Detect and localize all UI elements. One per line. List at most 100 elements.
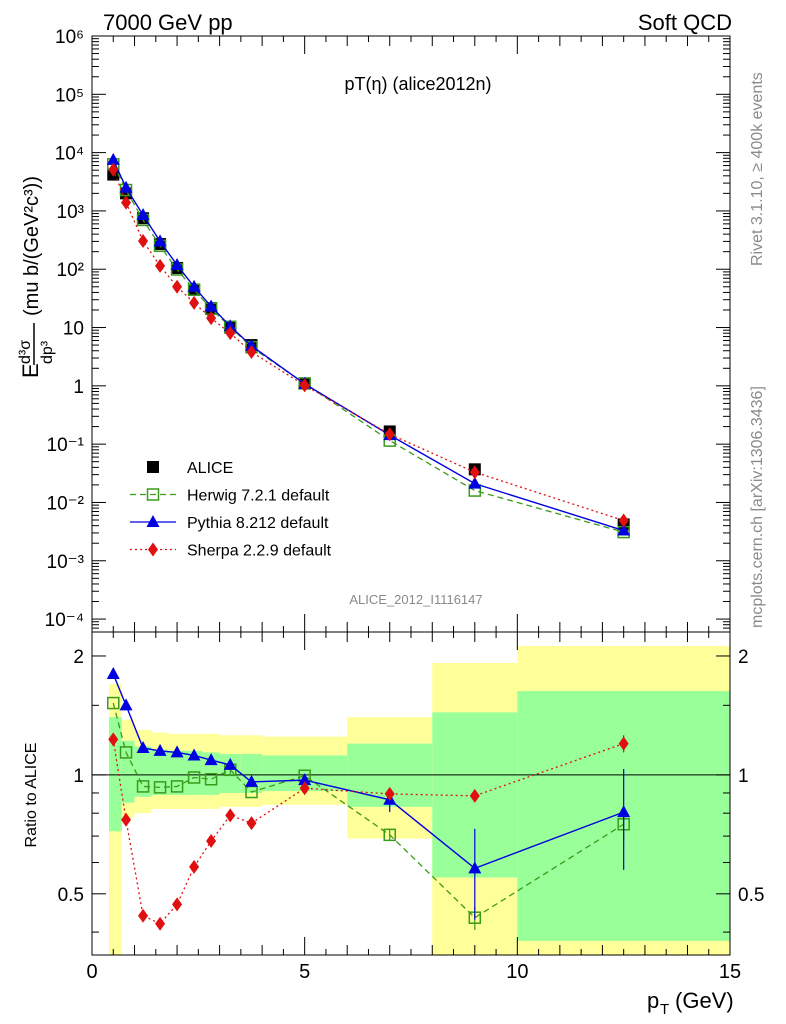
- legend-marker-herwig: [146, 488, 160, 501]
- main-point-sherpa: [384, 427, 395, 442]
- ratio-point-sherpa: [299, 781, 310, 796]
- ratio-y-tick-label: 2: [73, 647, 84, 668]
- main-axes: 10⁻⁴ 10⁻³ 10⁻² 10⁻¹ 1 10 10² 10³ 10⁴ 10⁵ 10⁶: [45, 27, 731, 632]
- y-label-units: (mu b/(GeV²c³)): [21, 176, 43, 316]
- ratio-point-herwig: [153, 781, 167, 794]
- main-point-pythia: [106, 152, 120, 165]
- x-label-sub: T: [660, 1001, 669, 1018]
- ratio-point-sherpa: [121, 812, 132, 827]
- main-y-tick-label: 10⁻³: [47, 552, 85, 573]
- ratio-point-sherpa: [225, 808, 236, 823]
- ratio-point-pythia: [187, 748, 201, 761]
- legend: ALICE Herwig 7.2.1 default Pythia 8.212 de…: [130, 460, 332, 560]
- main-point-pythia: [204, 299, 218, 312]
- ratio-point-sherpa: [155, 916, 166, 931]
- main-point-pythia: [170, 258, 184, 271]
- ratio-y-label: Ratio to ALICE: [23, 743, 40, 848]
- ratio-point-pythia: [223, 757, 237, 770]
- main-series-sherpa: [108, 162, 629, 528]
- x-tick-label: 15: [719, 961, 741, 983]
- header-left: 7000 GeV pp: [103, 10, 233, 35]
- ratio-point-pythia: [245, 774, 258, 787]
- main-y-tick-label: 10²: [57, 260, 84, 281]
- ratio-point-herwig: [136, 780, 150, 793]
- x-axis-label: p T (GeV): [647, 988, 734, 1018]
- ratio-point-sherpa: [618, 736, 629, 751]
- ratio-y-tick-label: 0.5: [58, 885, 84, 906]
- ratio-point-herwig: [204, 772, 218, 786]
- legend-label-herwig: Herwig 7.2.1 default: [187, 488, 330, 505]
- main-y-tick-label: 10⁻⁴: [45, 610, 84, 631]
- ratio-point-sherpa: [384, 786, 395, 801]
- analysis-watermark: ALICE_2012_I1116147: [349, 592, 482, 607]
- main-y-label: E d³σ dp³ (mu b/(GeV²c³)): [17, 176, 56, 378]
- legend-marker-data: [147, 461, 159, 473]
- ratio-band-green: [168, 750, 186, 795]
- x-label-main: p: [647, 988, 659, 1013]
- legend-marker-sherpa: [148, 542, 158, 557]
- main-y-tick-label: 10⁻²: [47, 493, 85, 514]
- x-tick-label: 0: [86, 961, 97, 983]
- main-point-pythia: [153, 234, 167, 247]
- ratio-point-sherpa: [206, 834, 217, 849]
- legend-label-sherpa: Sherpa 2.2.9 default: [187, 543, 332, 560]
- main-series-layer: [106, 152, 631, 539]
- ratio-band-green: [109, 717, 122, 832]
- main-series-pythia: [106, 152, 631, 536]
- main-y-tick-label: 1: [73, 377, 84, 398]
- header-right: Soft QCD: [638, 10, 732, 35]
- ratio-point-pythia: [468, 861, 482, 874]
- y-label-frac-bottom: dp³: [39, 340, 56, 364]
- main-title: pT(η) (alice2012n): [344, 74, 491, 94]
- legend-label-pythia: Pythia 8.212 default: [187, 515, 329, 532]
- main-point-pythia: [136, 208, 150, 221]
- ratio-point-pythia: [298, 773, 312, 786]
- ratio-series-layer: [106, 667, 631, 931]
- ratio-y-tick-label-right: 1: [738, 766, 749, 787]
- main-point-pythia: [617, 523, 631, 536]
- main-point-sherpa: [108, 162, 119, 177]
- ratio-point-sherpa: [189, 859, 200, 874]
- ratio-point-sherpa: [138, 908, 149, 923]
- ratio-point-pythia: [170, 745, 184, 758]
- ratio-y-tick-label: 1: [73, 766, 84, 787]
- main-point-sherpa: [299, 378, 310, 393]
- ratio-point-pythia: [119, 698, 133, 711]
- ratio-y-tick-label-right: 2: [738, 647, 749, 668]
- main-point-sherpa: [172, 279, 183, 294]
- ratio-point-pythia: [153, 743, 167, 756]
- ratio-band-green: [240, 753, 263, 793]
- ratio-band-green: [121, 740, 135, 803]
- main-point-sherpa: [206, 311, 217, 326]
- legend-marker-pythia: [146, 515, 160, 527]
- ratio-point-herwig: [119, 746, 133, 759]
- ratio-point-pythia: [204, 753, 218, 766]
- x-tick-label: 10: [506, 961, 528, 983]
- main-point-sherpa: [189, 295, 200, 310]
- rivet-label: Rivet 3.1.10, ≥ 400k events: [749, 72, 766, 266]
- ratio-band-green: [185, 750, 203, 795]
- ratio-series-sherpa: [108, 732, 629, 931]
- ratio-band-green: [134, 746, 152, 797]
- ratio-point-herwig: [107, 696, 120, 710]
- main-series-herwig: [107, 158, 630, 539]
- main-point-sherpa: [155, 258, 166, 273]
- main-series-data: [107, 168, 630, 531]
- ratio-y-tick-label-right: 0.5: [738, 885, 764, 906]
- ratio-point-herwig: [187, 771, 201, 784]
- main-point-sherpa: [225, 326, 236, 341]
- main-point-sherpa: [138, 233, 149, 248]
- main-point-pythia: [187, 279, 201, 292]
- ratio-point-sherpa: [246, 816, 257, 831]
- ratio-axes: 0.5 0.5 1 1 2 2 0 5 10 15: [58, 632, 764, 983]
- main-point-sherpa: [469, 465, 480, 480]
- main-point-pythia: [119, 180, 133, 193]
- main-y-tick-label: 10³: [57, 202, 84, 223]
- main-y-tick-label: 10⁴: [55, 144, 84, 165]
- main-y-tick-label: 10⁻¹: [47, 435, 85, 456]
- ratio-point-pythia: [106, 667, 120, 680]
- y-label-frac-top: d³σ: [17, 340, 34, 364]
- mcplots-label: mcplots.cern.ch [arXiv:1306.3436]: [749, 386, 766, 628]
- ratio-point-sherpa: [172, 897, 183, 912]
